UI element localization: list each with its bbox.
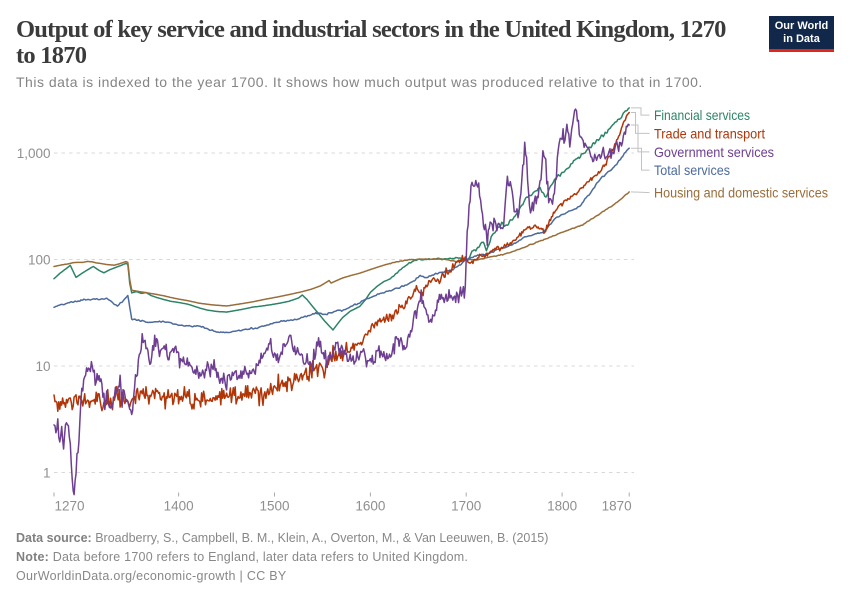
svg-text:1870: 1870	[602, 499, 632, 514]
svg-text:1,000: 1,000	[17, 146, 51, 161]
svg-text:1500: 1500	[259, 499, 289, 514]
svg-text:Total services: Total services	[654, 162, 730, 178]
svg-text:1: 1	[43, 465, 51, 480]
svg-text:100: 100	[28, 252, 51, 267]
svg-text:Trade and transport: Trade and transport	[654, 125, 765, 141]
svg-text:1600: 1600	[355, 499, 385, 514]
svg-text:Housing and domestic services: Housing and domestic services	[654, 185, 828, 201]
svg-text:10: 10	[35, 359, 50, 374]
svg-text:1700: 1700	[451, 499, 481, 514]
svg-text:Government services: Government services	[654, 144, 774, 160]
svg-text:1270: 1270	[55, 499, 85, 514]
svg-text:Financial services: Financial services	[654, 107, 750, 123]
svg-text:1400: 1400	[164, 499, 194, 514]
svg-text:1800: 1800	[547, 499, 577, 514]
